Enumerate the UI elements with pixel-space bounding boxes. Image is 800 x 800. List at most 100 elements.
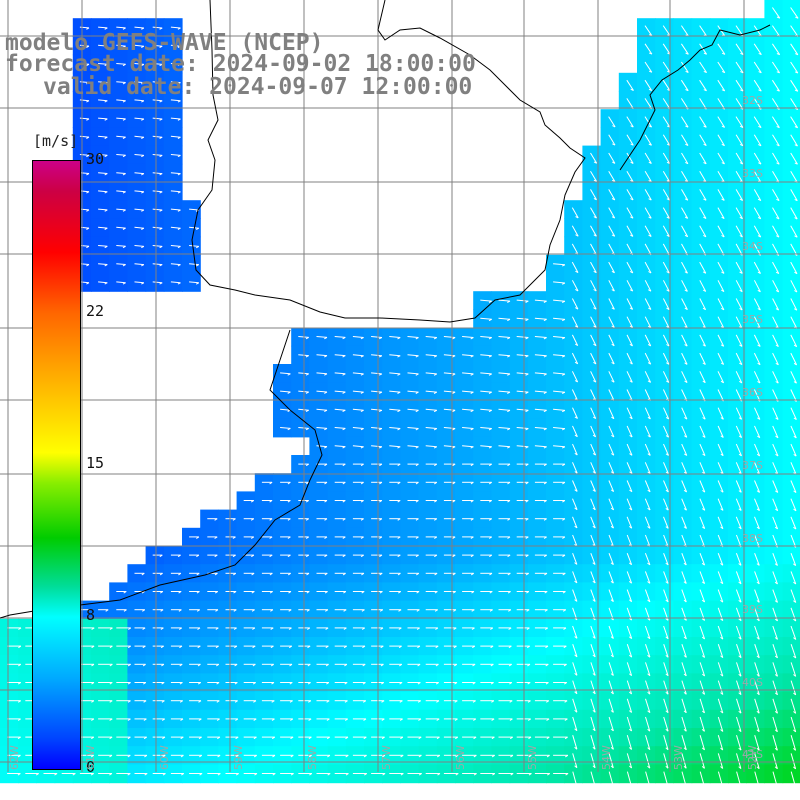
wind-arrow-head	[794, 126, 798, 129]
wind-arrow-head	[141, 245, 145, 249]
wind-arrow-head	[159, 173, 163, 176]
wind-arrow-head	[507, 572, 511, 576]
wind-arrow	[717, 334, 725, 347]
wind-arrow	[407, 390, 419, 393]
wind-arrow-head	[756, 692, 760, 696]
lon-label: 53W	[672, 745, 685, 770]
wind-cell	[782, 0, 800, 19]
wind-arrow-head	[160, 645, 164, 649]
wind-arrow-head	[525, 318, 529, 322]
wind-arrow-head	[177, 245, 181, 249]
wind-arrow-head	[648, 234, 652, 237]
wind-arrow	[790, 207, 798, 220]
wind-arrow	[116, 226, 126, 229]
wind-arrow	[735, 425, 743, 438]
wind-arrow-head	[86, 245, 90, 249]
wind-arrow-head	[629, 362, 633, 365]
wind-arrow-head	[508, 663, 512, 667]
wind-arrow-head	[794, 198, 798, 202]
wind-arrow-head	[774, 526, 778, 530]
wind-arrow-head	[344, 682, 348, 685]
wind-cell	[782, 36, 800, 56]
wind-arrow-head	[127, 663, 131, 667]
wind-arrow-head	[470, 463, 474, 467]
wind-arrow-head	[561, 428, 566, 431]
wind-arrow	[79, 263, 90, 265]
wind-arrow-head	[665, 453, 669, 456]
wind-arrow-head	[216, 700, 220, 703]
wind-arrow-head	[400, 773, 404, 776]
wind-arrow	[735, 43, 744, 55]
wind-arrow-head	[701, 729, 705, 732]
wind-arrow-head	[380, 663, 384, 667]
wind-arrow-head	[250, 500, 255, 503]
wind-arrow	[590, 553, 596, 565]
wind-arrow	[644, 389, 651, 401]
wind-arrow	[735, 480, 742, 493]
wind-arrow	[79, 26, 90, 29]
wind-arrow-head	[159, 27, 163, 30]
wind-arrow-head	[629, 434, 633, 438]
wind-arrow	[152, 117, 163, 120]
wind-arrow	[717, 225, 725, 238]
wind-arrow-head	[629, 471, 633, 474]
wind-arrow-head	[122, 118, 126, 121]
wind-arrow	[717, 261, 725, 274]
wind-arrow-head	[398, 645, 402, 649]
lat-lon-gridlines	[0, 0, 800, 772]
wind-arrow-head	[507, 554, 511, 558]
wind-arrow	[681, 389, 688, 402]
wind-arrow-head	[611, 198, 616, 201]
wind-arrow-head	[561, 318, 566, 322]
wind-arrow-head	[381, 682, 385, 685]
wind-arrow-head	[454, 718, 458, 721]
wind-arrow	[534, 445, 547, 448]
wind-arrow-head	[415, 518, 419, 521]
wind-arrow	[572, 735, 578, 750]
wind-arrow-head	[647, 526, 651, 529]
wind-arrow-head	[109, 700, 113, 703]
wind-arrow	[626, 425, 633, 438]
wind-arrow-head	[647, 691, 651, 695]
wind-arrow-head	[488, 373, 492, 376]
wind-arrow-head	[611, 307, 615, 310]
wind-arrow-head	[543, 554, 547, 558]
wind-arrow-head	[665, 581, 669, 584]
wind-arrow-head	[90, 754, 94, 758]
wind-arrow	[790, 116, 799, 129]
wind-arrow	[498, 336, 511, 338]
wind-arrow	[79, 208, 90, 211]
wind-arrow-head	[592, 562, 596, 565]
wind-arrow	[407, 336, 419, 338]
wind-arrow-head	[214, 554, 218, 558]
wind-arrow-head	[592, 525, 596, 529]
wind-arrow-head	[159, 209, 163, 212]
wind-arrow	[572, 553, 578, 565]
wind-arrow-head	[127, 773, 131, 776]
wind-arrow	[626, 243, 634, 255]
wind-arrow-head	[527, 663, 531, 667]
wind-arrow-head	[720, 599, 724, 603]
wind-arrow-head	[666, 234, 670, 238]
wind-arrow	[170, 135, 181, 138]
wind-arrow-head	[434, 591, 438, 594]
wind-arrow	[754, 443, 761, 457]
wind-arrow	[772, 625, 778, 640]
wind-arrow-head	[546, 736, 550, 740]
wind-arrow-head	[593, 161, 597, 164]
wind-arrow-head	[684, 289, 688, 292]
wind-arrow-head	[196, 591, 200, 594]
wind-arrow-head	[305, 481, 309, 485]
wind-arrow-head	[433, 409, 438, 413]
wind-arrow-head	[345, 773, 349, 776]
wind-cell	[782, 72, 800, 92]
wind-arrow-head	[648, 307, 652, 310]
wind-arrow-head	[418, 718, 422, 721]
wind-arrow	[754, 771, 760, 788]
wind-arrow-head	[739, 271, 743, 274]
wind-arrow	[152, 226, 163, 229]
wind-arrow-head	[470, 481, 474, 485]
wind-arrow-head	[361, 609, 365, 612]
wind-arrow	[772, 261, 780, 274]
wind-arrow-head	[776, 89, 780, 92]
